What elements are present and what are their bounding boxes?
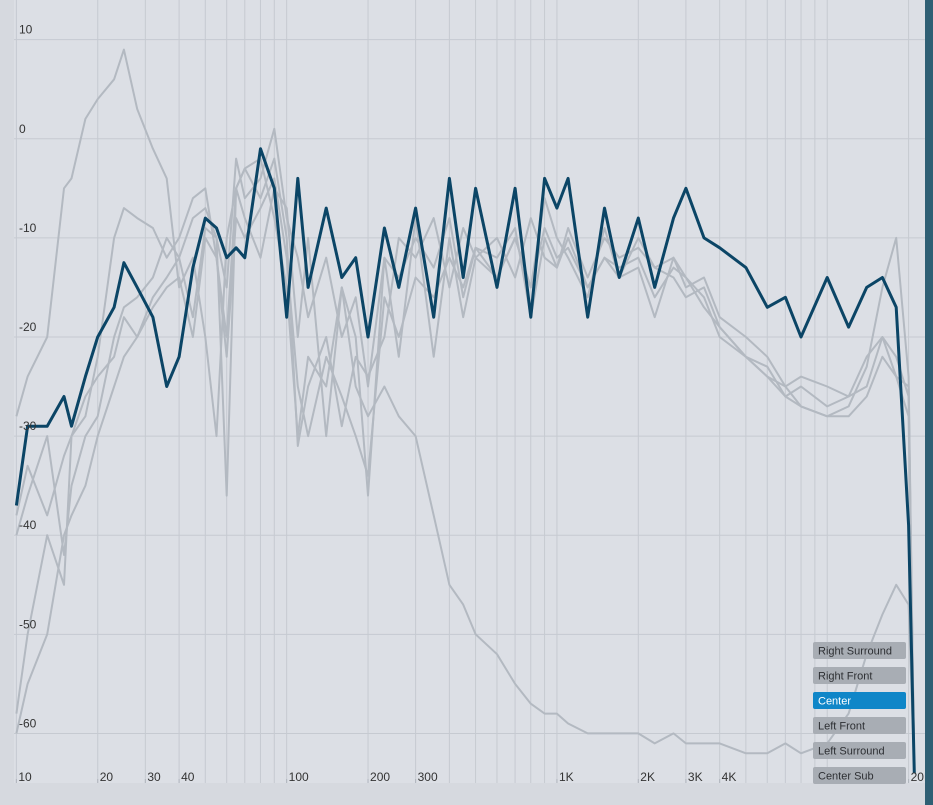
legend-button-bg — [813, 667, 906, 684]
series-line — [15, 187, 916, 774]
y-tick-label: 0 — [19, 122, 26, 136]
y-tick-label: -20 — [19, 320, 37, 334]
legend-button[interactable]: Right Front — [813, 667, 906, 684]
series-line — [15, 177, 916, 774]
legend-button[interactable]: Center — [813, 692, 906, 709]
legend-button-bg — [813, 767, 906, 784]
series-line — [15, 48, 916, 774]
legend-label: Left Surround — [818, 746, 885, 758]
legend-button[interactable]: Left Surround — [813, 742, 906, 759]
y-tick-label: -50 — [19, 617, 37, 631]
legend-button-bg — [813, 717, 906, 734]
legend-button[interactable]: Right Surround — [813, 642, 906, 659]
x-tick-label: 3K — [688, 770, 703, 784]
legend-button[interactable]: Left Front — [813, 717, 906, 734]
side-strip — [925, 0, 933, 805]
legend-button-bg — [813, 692, 906, 709]
x-tick-label: 2K — [640, 770, 655, 784]
legend-label: Left Front — [818, 721, 865, 733]
x-tick-label: 10 — [18, 770, 32, 784]
y-tick-label: -10 — [19, 221, 37, 235]
x-tick-label: 1K — [559, 770, 574, 784]
legend-label: Right Front — [818, 671, 872, 683]
legend-label: Center Sub — [818, 771, 874, 783]
x-tick-label: 30 — [147, 770, 161, 784]
x-tick-label: 4K — [722, 770, 737, 784]
y-tick-label: -30 — [19, 419, 37, 433]
y-tick-label: -60 — [19, 716, 37, 730]
series-line — [14, 147, 916, 774]
x-tick-label: 200 — [370, 770, 390, 784]
legend-button-bg — [813, 742, 906, 759]
x-tick-label: 100 — [289, 770, 309, 784]
legend-button-bg — [813, 642, 906, 659]
legend-button[interactable]: Center Sub — [813, 767, 906, 784]
legend-label: Center — [818, 696, 851, 708]
x-tick-label: 300 — [418, 770, 438, 784]
y-tick-label: -40 — [19, 518, 37, 532]
y-tick-label: 10 — [19, 23, 33, 37]
legend-label: Right Surround — [818, 646, 892, 658]
x-tick-label: 40 — [181, 770, 195, 784]
plot-area — [14, 0, 925, 783]
x-tick-label: 20 — [100, 770, 114, 784]
